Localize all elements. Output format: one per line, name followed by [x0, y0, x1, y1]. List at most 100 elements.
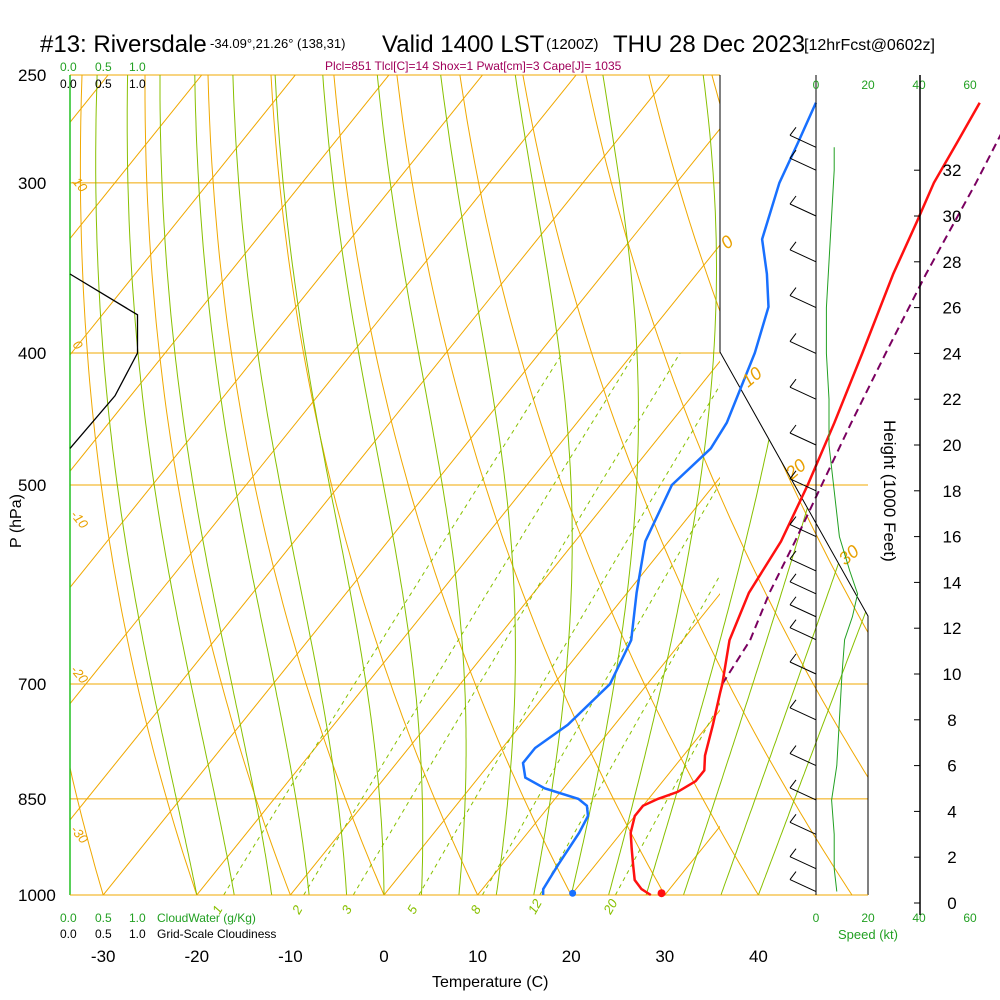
- x-axis-label: Temperature (C): [432, 974, 548, 991]
- speed-ticks-top: 0 20 40 60: [813, 78, 977, 92]
- moist-adiabat: [320, 75, 424, 895]
- cloud-scale-bottom2-1: 0.5: [95, 927, 112, 941]
- isotherm-line: [570, 709, 720, 895]
- pressure-tick-label: 1000: [18, 886, 56, 905]
- y-axis-label: P (hPa): [8, 494, 25, 548]
- cloud-scale-bottom2-2: 1.0: [129, 927, 146, 941]
- pressure-tick-label: 300: [18, 174, 46, 193]
- surface-temperature-dot: [657, 889, 666, 898]
- isotherm-line: [476, 593, 720, 895]
- temperature-tick-label: 10: [468, 947, 487, 966]
- wind-barb-flag: [789, 550, 797, 560]
- isotherm-line: [829, 51, 1000, 924]
- cloud-scale-top: 0.0 0.5 1.0 0.0 0.5 1.0: [60, 60, 146, 91]
- wind-barb: [789, 787, 817, 801]
- wind-barbs: [789, 127, 817, 893]
- mixing-ratio-line: [352, 352, 681, 895]
- wind-speed-line: [825, 147, 859, 892]
- wind-barb: [789, 249, 817, 263]
- theta-label: 20: [781, 455, 810, 484]
- speed-tick-bottom: 20: [861, 911, 875, 925]
- height-tick-label: 18: [943, 482, 962, 501]
- wind-barb: [789, 856, 817, 870]
- cloud-scale-bottom-0: 0.0: [60, 911, 77, 925]
- wind-barb-flag: [789, 596, 797, 606]
- wind-barb: [789, 134, 817, 148]
- height-tick-label: 2: [947, 848, 956, 867]
- station-coords: -34.09°,21.26° (138,31): [210, 36, 345, 51]
- wind-barb-flag: [789, 653, 797, 663]
- height-tick-label: 12: [943, 619, 962, 638]
- cloud-scale-top2-0: 0.0: [60, 77, 77, 91]
- height-tick-label: 8: [947, 711, 956, 730]
- moist-adiabat: [608, 75, 717, 895]
- parcel-line: [721, 133, 1000, 685]
- stability-indices: Plcl=851 Tlcl[C]=14 Shox=1 Pwat[cm]=3 Ca…: [325, 59, 622, 73]
- isotherm-label: 10: [70, 174, 91, 195]
- wind-barb: [789, 295, 817, 309]
- utc-time: (1200Z): [546, 36, 599, 53]
- dry-adiabat: [331, 75, 587, 895]
- mixing-ratio-grid: [223, 352, 720, 895]
- wind-barb: [789, 478, 817, 492]
- wind-barb: [789, 604, 817, 618]
- isotherm-line: [70, 75, 671, 821]
- height-tick-label: 16: [943, 528, 962, 547]
- wind-barb: [789, 386, 817, 400]
- wind-barb-flag: [789, 573, 797, 583]
- moist-adiabat: [159, 75, 273, 895]
- pressure-tick-label: 400: [18, 344, 46, 363]
- speed-tick-bottom: 40: [912, 911, 926, 925]
- height-tick-label: 14: [943, 573, 962, 592]
- wind-barb-flag: [789, 195, 797, 205]
- isotherm-line: [70, 75, 577, 705]
- wind-barb: [789, 581, 817, 595]
- isotherm-line: [70, 75, 484, 589]
- isotherm-label: -20: [68, 662, 92, 687]
- speed-tick-top: 40: [912, 78, 926, 92]
- speed-ticks-bottom: 0 20 40 60: [813, 911, 977, 925]
- wind-barb-flag: [789, 699, 797, 709]
- mixing-label: 12: [525, 896, 546, 917]
- cloud-scale-bottom: 0.0 0.5 1.0 CloudWater (g/Kg) 0.0 0.5 1.…: [60, 911, 276, 941]
- moist-adiabat: [374, 75, 467, 895]
- temperature-tick-label: 30: [655, 947, 674, 966]
- cloud-scale-top-0: 0.0: [60, 60, 77, 74]
- mixing-ratio-line: [303, 352, 636, 895]
- wind-barb-flag: [789, 779, 797, 789]
- wind-barb: [789, 661, 817, 675]
- isotherm-line: [70, 75, 390, 472]
- wind-barb-flag: [789, 745, 797, 754]
- dry-adiabat: [0, 51, 17, 924]
- height-tick-label: 28: [943, 253, 962, 272]
- mixing-label: 2: [288, 902, 305, 917]
- wind-barb: [789, 432, 817, 446]
- speed-tick-top: 0: [813, 78, 820, 92]
- wind-barb-flag: [789, 848, 797, 857]
- height-tick-label: 0: [947, 894, 956, 913]
- isotherm-label: -10: [68, 507, 92, 532]
- pressure-tick-label: 250: [18, 66, 46, 85]
- dry-adiabat: [829, 75, 868, 895]
- isotherm-line: [289, 360, 720, 895]
- mixing-ratio-line: [481, 482, 720, 895]
- temperature-tick-label: 0: [379, 947, 388, 966]
- forecast-date: THU 28 Dec 2023: [613, 31, 805, 58]
- speed-tick-bottom: 0: [813, 911, 820, 925]
- mixing-labels: 1 2 3 5 8 12 20: [209, 896, 621, 918]
- dry-adiabat: [269, 75, 493, 895]
- isotherm-line: [102, 127, 720, 895]
- temperature-tick-label: 20: [562, 947, 581, 966]
- temperature-tick-label: -20: [185, 947, 210, 966]
- height-tick-label: 22: [943, 390, 962, 409]
- wind-barb: [789, 821, 817, 835]
- wind-barb: [789, 157, 817, 171]
- moist-adiabat: [511, 75, 573, 895]
- wind-barb: [789, 753, 817, 767]
- mixing-ratio-line: [418, 384, 720, 895]
- temperature-tick-label: -30: [91, 947, 116, 966]
- wind-barb-flag: [789, 287, 797, 296]
- moist-adiabat: [231, 75, 348, 895]
